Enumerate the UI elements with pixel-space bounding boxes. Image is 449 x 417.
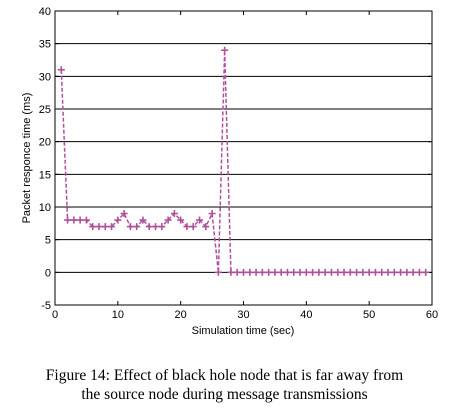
data-point-marker [353, 268, 361, 276]
y-tick-label: -5 [41, 300, 51, 312]
caption-line-1: Figure 14: Effect of black hole node tha… [45, 367, 404, 384]
data-point-marker [315, 268, 323, 276]
data-point-marker [265, 268, 273, 276]
data-point-marker [340, 268, 348, 276]
figure-caption: Figure 14: Effect of black hole node tha… [0, 366, 449, 404]
data-point-marker [309, 268, 317, 276]
plot-frame [54, 10, 433, 306]
data-point-marker [76, 216, 84, 224]
y-tick-label: 20 [39, 137, 51, 149]
data-point-marker [346, 268, 354, 276]
data-point-marker [271, 268, 279, 276]
data-point-marker [365, 268, 373, 276]
data-point-marker [164, 216, 172, 224]
data-point-marker [120, 210, 128, 218]
data-point-marker [397, 268, 405, 276]
data-point-marker [64, 216, 72, 224]
grid-lines [55, 43, 432, 273]
data-point-marker [133, 223, 141, 231]
data-point-marker [246, 268, 254, 276]
data-point-marker [158, 223, 166, 231]
x-axis-label: Simulation time (sec) [192, 325, 295, 337]
y-axis-ticks: -5 0 5 10 15 20 25 30 35 40 [39, 6, 432, 312]
data-point-marker [390, 268, 398, 276]
data-point-marker [334, 268, 342, 276]
data-point-marker [183, 223, 191, 231]
x-axis-ticks: 0 10 20 30 40 50 60 [52, 11, 438, 321]
caption-line-2: the source node during message transmiss… [81, 386, 368, 403]
data-point-marker [290, 268, 298, 276]
data-point-marker [152, 223, 160, 231]
data-point-marker [403, 268, 411, 276]
data-point-marker [196, 216, 204, 224]
y-tick-label: 15 [39, 169, 51, 181]
data-point-marker [321, 268, 329, 276]
data-point-marker [277, 268, 285, 276]
data-point-marker [302, 268, 310, 276]
y-tick-label: 5 [45, 235, 51, 247]
data-point-marker [82, 216, 90, 224]
data-point-marker [384, 268, 392, 276]
x-tick-label: 0 [52, 309, 58, 321]
x-tick-label: 40 [300, 309, 312, 321]
y-axis-label: Packet responce time (ms) [21, 93, 33, 224]
data-point-marker [415, 268, 423, 276]
data-point-marker [240, 268, 247, 276]
y-tick-label: 25 [39, 104, 51, 116]
data-point-marker [327, 268, 335, 276]
x-tick-label: 20 [175, 309, 187, 321]
data-point-marker [371, 268, 379, 276]
data-point-marker [202, 223, 210, 231]
data-point-marker [139, 216, 147, 224]
data-point-marker [227, 268, 235, 276]
data-point-marker [208, 210, 216, 218]
data-point-marker [177, 216, 185, 224]
data-point-marker [258, 268, 266, 276]
series-group [57, 46, 430, 276]
data-point-marker [422, 268, 430, 276]
data-point-marker [233, 268, 241, 276]
x-tick-label: 60 [426, 309, 438, 321]
y-tick-label: 10 [39, 202, 51, 214]
data-point-marker [70, 216, 78, 224]
data-point-marker [252, 268, 260, 276]
data-point-marker [126, 223, 134, 231]
data-point-marker [114, 216, 122, 224]
data-point-marker [57, 66, 65, 74]
data-point-marker [296, 268, 304, 276]
data-point-marker [95, 223, 103, 231]
y-tick-label: 30 [39, 71, 51, 83]
data-point-marker [170, 210, 178, 218]
data-point-marker [101, 223, 109, 231]
data-point-marker [108, 223, 116, 231]
data-point-marker [189, 223, 197, 231]
y-tick-label: 40 [39, 6, 51, 18]
y-tick-label: 0 [45, 267, 51, 279]
x-tick-label: 10 [112, 309, 124, 321]
x-tick-label: 50 [363, 309, 375, 321]
data-point-marker [145, 223, 153, 231]
data-point-marker [378, 268, 386, 276]
data-point-marker [359, 268, 367, 276]
data-point-marker [89, 223, 97, 231]
y-tick-label: 35 [39, 39, 51, 51]
data-point-marker [283, 268, 291, 276]
plot-area [55, 11, 432, 305]
data-point-marker [221, 46, 229, 54]
data-point-marker [214, 268, 222, 276]
data-point-marker [409, 268, 417, 276]
x-tick-label: 30 [237, 309, 249, 321]
